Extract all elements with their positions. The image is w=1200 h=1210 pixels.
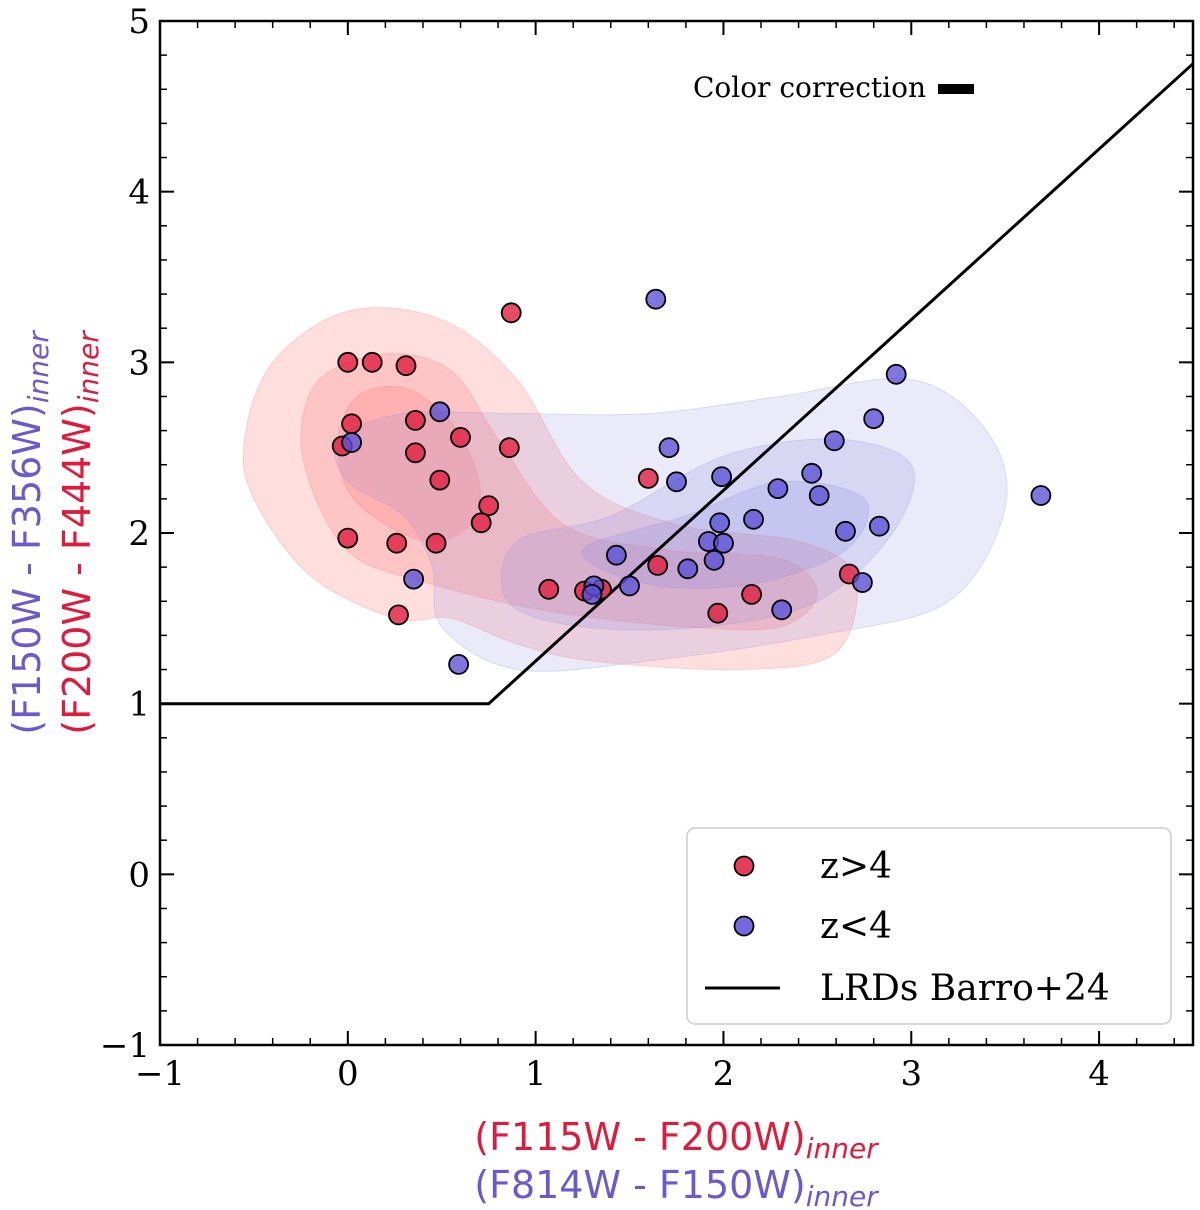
data-point <box>885 363 907 385</box>
data-point <box>429 401 451 423</box>
color-correction-bar <box>938 84 974 94</box>
data-point <box>538 578 560 600</box>
x-tick-label: −1 <box>135 1054 185 1094</box>
data-point <box>703 549 725 571</box>
y-tick-label: 0 <box>128 855 150 895</box>
x-axis-label-line1-subscript: inner <box>806 1132 879 1165</box>
x-tick-label: 4 <box>1088 1054 1110 1094</box>
legend: z>4 z<4 LRDs Barro+24 <box>686 827 1172 1025</box>
data-point <box>801 462 823 484</box>
series-low-z <box>341 288 1052 675</box>
data-point <box>863 408 885 430</box>
lrd-barro-line <box>160 62 1195 706</box>
x-tick-label: 1 <box>525 1054 547 1094</box>
data-point <box>852 572 873 593</box>
data-point <box>500 302 522 324</box>
x-tick-label: 0 <box>337 1054 359 1094</box>
y-tick-label: 1 <box>128 685 150 725</box>
data-point <box>341 413 363 435</box>
x-axis-label-line1: (F115W - F200W)inner <box>474 1115 879 1165</box>
data-point <box>711 466 732 488</box>
y-tick-label: 4 <box>128 173 150 213</box>
data-point <box>388 604 409 626</box>
data-point <box>743 508 764 530</box>
data-point <box>637 467 659 489</box>
data-point <box>647 555 669 576</box>
data-point <box>337 351 359 373</box>
x-axis-label-line1-main: (F115W - F200W) <box>474 1115 805 1159</box>
data-point <box>767 478 789 500</box>
series-high-z <box>331 302 860 626</box>
data-points <box>331 288 1052 675</box>
y-tick-label: 5 <box>128 2 150 42</box>
x-axis-label-line2-main: (F814W - F150W) <box>474 1163 805 1207</box>
lrd-selection-line <box>160 62 1195 706</box>
data-point <box>619 575 640 597</box>
x-axis-label-line2: (F814W - F150W)inner <box>474 1163 879 1210</box>
legend-label: z<4 <box>820 906 892 947</box>
data-point <box>868 515 890 537</box>
y-axis-label-line1-main: (F150W - F356W) <box>5 403 49 734</box>
y-axis-label-line2-subscript: inner <box>72 330 105 403</box>
data-point <box>395 355 417 377</box>
data-point <box>478 495 500 517</box>
y-axis-label-line2-main: (F200W - F444W) <box>55 403 99 734</box>
y-axis-label-line2: (F200W - F444W)inner <box>55 330 105 735</box>
legend-box <box>686 827 1172 1025</box>
axis-labels: (F115W - F200W)inner(F814W - F150W)inner… <box>5 330 879 1210</box>
data-point <box>450 426 471 448</box>
data-point <box>677 558 699 580</box>
data-point <box>341 432 363 453</box>
data-point <box>404 442 426 464</box>
data-point <box>658 437 680 459</box>
legend-marker <box>733 915 755 937</box>
data-point <box>448 654 470 675</box>
data-point <box>606 544 627 566</box>
data-point <box>404 409 426 431</box>
data-point <box>429 469 451 491</box>
color-correction-label: Color correction <box>693 71 926 104</box>
data-point <box>470 512 492 534</box>
legend-marker <box>733 855 755 877</box>
legend-label: LRDs Barro+24 <box>820 968 1110 1009</box>
data-point <box>581 584 603 605</box>
data-point <box>337 527 359 549</box>
data-point <box>425 532 447 554</box>
data-point <box>709 512 731 534</box>
data-point <box>713 532 734 554</box>
y-tick-label: 2 <box>128 514 150 554</box>
data-point <box>771 599 793 621</box>
data-point <box>386 532 408 554</box>
data-point <box>835 520 856 542</box>
data-point <box>808 485 830 506</box>
data-point <box>823 430 845 452</box>
data-point <box>707 602 729 624</box>
y-tick-label: −1 <box>100 1026 150 1066</box>
data-point <box>498 437 520 459</box>
data-point <box>361 351 383 373</box>
data-point <box>741 584 762 605</box>
x-tick-label: 2 <box>713 1054 735 1094</box>
y-tick-label: 3 <box>128 343 150 383</box>
y-axis-label-line1-subscript: inner <box>22 330 55 403</box>
x-axis-label-line2-subscript: inner <box>806 1180 879 1210</box>
data-point <box>1030 485 1052 506</box>
color-correction-annotation: Color correction <box>693 71 974 104</box>
y-axis-label-line1: (F150W - F356W)inner <box>5 330 55 735</box>
data-point <box>403 568 425 590</box>
data-point <box>645 288 667 310</box>
legend-label: z>4 <box>820 846 892 887</box>
data-point <box>666 471 687 493</box>
axes: −1 0 1 2 3 4 −1 0 1 2 3 4 5 <box>100 2 1195 1094</box>
x-tick-label: 3 <box>900 1054 922 1094</box>
